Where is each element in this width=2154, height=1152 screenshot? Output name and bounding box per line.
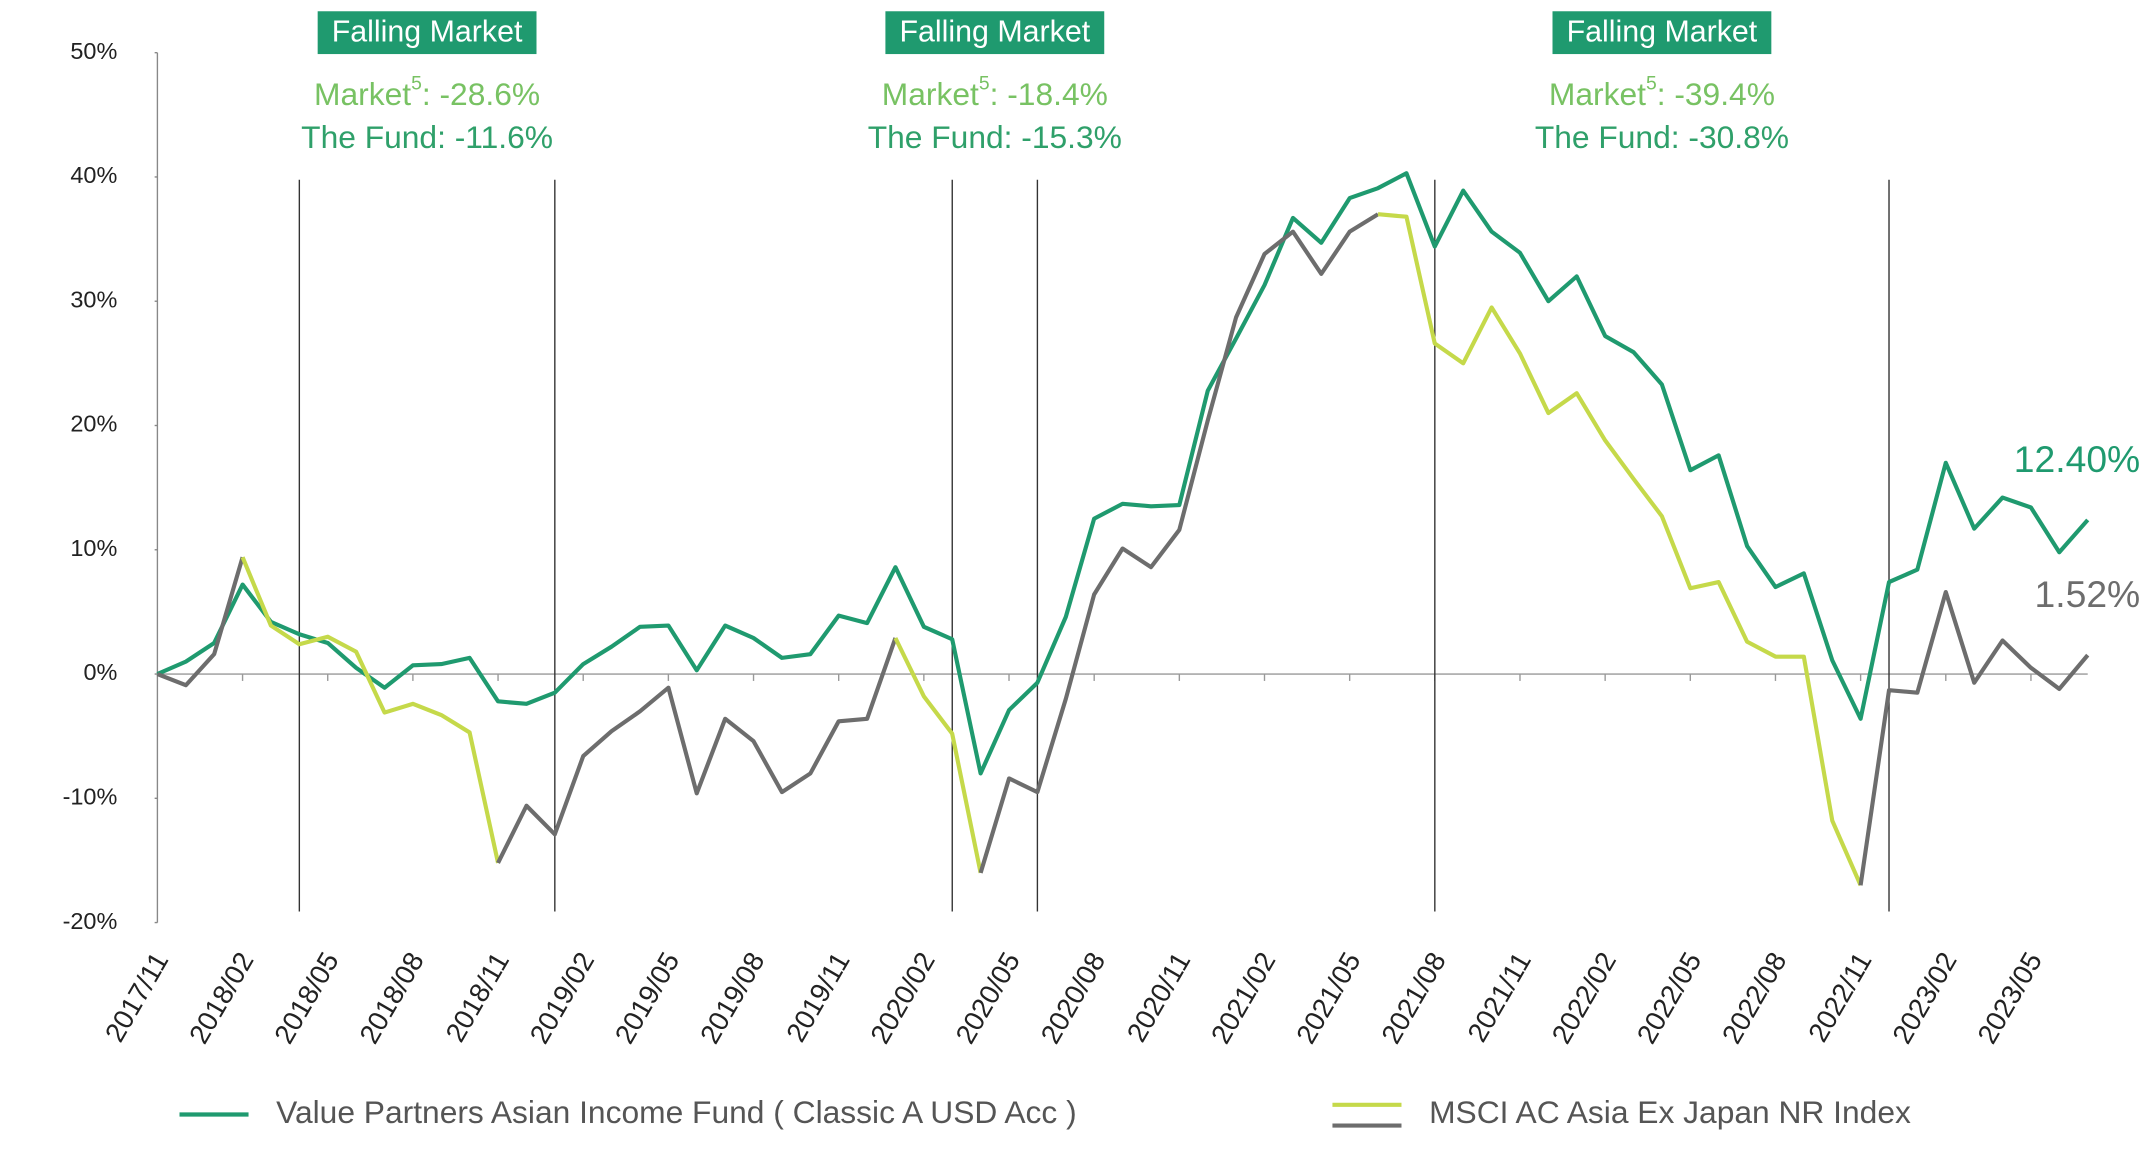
legend-label: Value Partners Asian Income Fund ( Class… <box>276 1094 1077 1130</box>
line-segment-falling <box>1377 212 1863 887</box>
fund-return: The Fund: -11.6% <box>301 119 553 155</box>
footnote: 5 <box>979 74 990 95</box>
period-label-box <box>1552 11 1772 55</box>
market-return: Market5: -18.4% <box>882 74 1108 113</box>
x-tick-label: 2022/11 <box>1802 947 1878 1047</box>
fund-return: The Fund: -15.3% <box>868 119 1122 155</box>
market-value: : -28.6% <box>422 76 540 112</box>
x-tick-label: 2021/11 <box>1461 947 1537 1047</box>
fund-return: The Fund: -30.8% <box>1535 119 1789 155</box>
line-segment-falling <box>893 637 983 874</box>
x-tick-label: 2021/02 <box>1205 947 1282 1049</box>
y-tick-label: 10% <box>70 535 117 561</box>
market-return: Market5: -28.6% <box>314 74 540 113</box>
x-tick-label: 2023/05 <box>1971 947 2048 1049</box>
x-tick-label: 2020/05 <box>949 947 1026 1049</box>
period-label: Falling Market <box>899 15 1090 48</box>
y-tick-label: 50% <box>70 38 117 64</box>
y-tick-label: 40% <box>70 162 117 188</box>
y-tick-label: 30% <box>70 286 117 312</box>
line-segment <box>1858 589 2090 886</box>
y-tick-label: 20% <box>70 411 117 437</box>
y-tick-label: -20% <box>63 908 118 934</box>
x-tick-label: 2021/08 <box>1375 947 1452 1049</box>
x-tick-label: 2023/02 <box>1886 947 1963 1049</box>
x-tick-label: 2020/08 <box>1034 947 1111 1049</box>
x-tick-label: 2019/02 <box>523 947 600 1049</box>
value-label: 1.52% <box>2035 573 2141 615</box>
x-tick-label: 2018/02 <box>183 947 260 1049</box>
x-tick-label: 2017/11 <box>99 947 175 1047</box>
x-tick-label: 2021/05 <box>1290 947 1367 1049</box>
footnote: 5 <box>411 74 422 95</box>
x-tick-label: 2019/05 <box>609 947 686 1049</box>
x-tick-label: 2018/08 <box>353 947 430 1049</box>
market-return: Market5: -39.4% <box>1549 74 1775 113</box>
line-segment <box>156 556 245 688</box>
period-label: Falling Market <box>332 15 523 48</box>
x-tick-label: 2022/08 <box>1716 947 1793 1049</box>
x-tick-label: 2018/11 <box>439 947 515 1047</box>
market-value: : -18.4% <box>990 76 1108 112</box>
market-value: : -39.4% <box>1657 76 1775 112</box>
legend-label: MSCI AC Asia Ex Japan NR Index <box>1429 1094 1911 1130</box>
x-tick-label: 2022/02 <box>1545 947 1622 1049</box>
market-label: Market <box>314 76 411 112</box>
period-label-box <box>885 11 1105 55</box>
line <box>156 171 2090 776</box>
x-tick-label: 2019/08 <box>694 947 771 1049</box>
line-segment <box>978 212 1380 874</box>
x-tick-label: 2020/11 <box>1121 947 1197 1047</box>
market-label: Market <box>1549 76 1646 112</box>
line-segment <box>496 637 898 864</box>
y-tick-label: 0% <box>83 659 117 685</box>
x-tick-label: 2018/05 <box>268 947 345 1049</box>
period-label-box <box>317 11 537 55</box>
y-tick-label: -10% <box>63 784 118 810</box>
x-tick-label: 2022/05 <box>1631 947 1708 1049</box>
x-tick-label: 2019/11 <box>780 947 856 1047</box>
footnote: 5 <box>1646 74 1657 95</box>
line-segment-falling <box>240 556 501 864</box>
value-label: 12.40% <box>2014 438 2140 480</box>
x-tick-label: 2020/02 <box>864 947 941 1049</box>
market-label: Market <box>882 76 979 112</box>
period-label: Falling Market <box>1567 15 1758 48</box>
